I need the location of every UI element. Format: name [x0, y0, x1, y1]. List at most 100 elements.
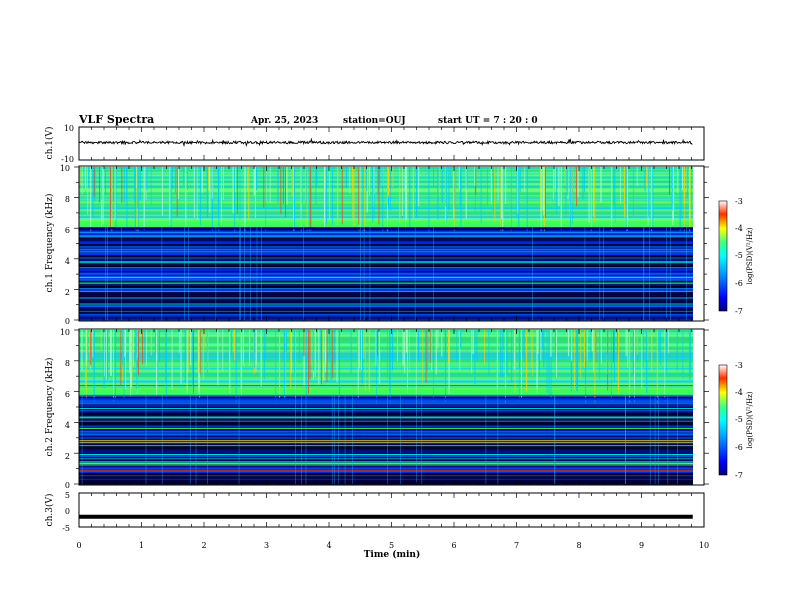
noise-floor-layer — [79, 274, 693, 277]
ch2-colorbar-label: log(PSD)(V²/Hz) — [746, 391, 754, 448]
noise-floor-layer — [79, 425, 693, 427]
noise-floor-layer — [79, 237, 693, 239]
broadband-layer — [79, 179, 693, 180]
dark-band — [79, 472, 693, 476]
broadband-layer — [79, 180, 693, 183]
noise-floor-layer — [79, 246, 693, 248]
ch1-spectrogram-ylabel: ch.1 Frequency (kHz) — [44, 194, 55, 293]
noise-floor-layer — [79, 464, 693, 467]
broadband-layer — [79, 373, 693, 375]
dark-band — [79, 298, 693, 303]
xtick-7: 7 — [514, 541, 519, 550]
dark-band — [79, 237, 693, 241]
broadband-layer — [79, 371, 693, 374]
ch1-waveform-panel: 10 -10 ch.1(V) — [44, 124, 705, 164]
ch3-ytick-mid: 0 — [65, 507, 70, 516]
broadband-layer — [79, 197, 693, 199]
dark-band — [79, 458, 693, 461]
ch1-cb-tick-7: -7 — [735, 307, 743, 316]
broadband-layer — [79, 349, 693, 352]
broadband-layer — [79, 217, 693, 218]
dark-band — [79, 443, 693, 447]
broadband-layer — [79, 202, 693, 204]
ch1-ytick-bottom: -10 — [61, 155, 74, 164]
ch3-waveform-panel: 5 0 -5 ch.3(V) — [44, 491, 705, 533]
ch2-colorbar: -3 -4 -5 -6 -7 log(PSD)(V²/Hz) — [718, 361, 754, 480]
noise-floor-layer — [79, 437, 693, 441]
time-axis: 0 1 2 3 4 5 6 7 8 9 10 Time (min) — [76, 541, 709, 560]
dark-band — [79, 244, 693, 246]
noise-floor-layer — [79, 398, 693, 401]
ch2-cb-tick-5: -5 — [735, 415, 743, 424]
ch2-spectrogram-panel: 0 2 4 6 8 10 ch.2 Frequency (kHz) — [44, 328, 709, 490]
noise-floor-layer — [79, 313, 693, 316]
dark-band — [79, 422, 693, 426]
broadband-layer — [79, 185, 693, 187]
ch1-ytick-2: 2 — [65, 288, 70, 297]
ch3-ytick-top: 5 — [65, 491, 70, 500]
dark-band — [79, 452, 693, 455]
ch3-waveform-frame — [78, 492, 705, 528]
dark-band — [79, 420, 693, 424]
broadband-layer — [79, 357, 693, 359]
broadband-layer — [79, 353, 693, 355]
xtick-9: 9 — [639, 541, 644, 550]
noise-floor-layer — [79, 236, 693, 238]
noise-floor-layer — [79, 310, 693, 313]
broadband-layer — [79, 217, 693, 220]
broadband-layer — [79, 188, 693, 191]
noise-floor-layer — [79, 400, 693, 403]
ch1-waveform-trace — [78, 137, 693, 148]
broadband-layer — [79, 174, 693, 176]
noise-floor-layer — [79, 272, 693, 274]
xtick-0: 0 — [76, 541, 81, 550]
broadband-layer — [79, 336, 693, 338]
ch1-spectrogram-panel: 0 2 4 6 8 10 ch.1 Frequency (kHz) — [44, 164, 709, 326]
dark-band — [79, 285, 693, 287]
no-data-region — [693, 330, 704, 484]
date-label: Apr. 25, 2023 — [250, 116, 318, 126]
noise-floor-layer — [79, 277, 693, 280]
broadband-layer — [79, 176, 693, 179]
broadband-layer — [79, 385, 693, 387]
dark-band — [79, 480, 693, 484]
ch1-ytick-6: 6 — [65, 226, 70, 235]
noise-floor-layer — [79, 263, 693, 264]
ch2-colorbar-gradient — [718, 364, 728, 476]
xtick-8: 8 — [576, 541, 581, 550]
ch1-cb-tick-3: -3 — [735, 197, 743, 206]
broadband-layer — [79, 343, 693, 345]
broadband-layer — [79, 171, 693, 174]
broadband-layer — [79, 333, 693, 336]
noise-floor-layer — [79, 290, 693, 293]
ch2-spectrogram-ylabel: ch.2 Frequency (kHz) — [44, 358, 55, 457]
broadband-layer — [79, 370, 693, 373]
broadband-layer — [79, 215, 693, 218]
noise-floor-layer — [79, 405, 693, 407]
noise-floor-layer — [79, 479, 693, 480]
ch1-ytick-0: 0 — [65, 317, 70, 326]
xtick-1: 1 — [139, 541, 144, 550]
noise-floor-layer — [79, 430, 693, 433]
noise-floor-layer — [79, 394, 693, 396]
noise-floor-layer — [79, 460, 693, 462]
dark-band — [79, 475, 693, 480]
broadband-layer — [79, 183, 693, 185]
noise-floor-layer — [79, 233, 693, 235]
start-time-label: start UT = 7 : 20 : 0 — [438, 116, 538, 126]
noise-floor-layer — [79, 437, 693, 439]
ch2-cb-tick-4: -4 — [735, 388, 743, 397]
noise-floor-layer — [79, 231, 693, 233]
broadband-layer — [79, 218, 693, 221]
ch1-ytick-4: 4 — [65, 257, 70, 266]
noise-floor-layer — [79, 450, 693, 452]
broadband-layer — [79, 213, 693, 215]
broadband-layer — [79, 381, 693, 383]
ch1-cb-tick-5: -5 — [735, 251, 743, 260]
broadband-layer — [79, 383, 693, 386]
broadband-layer — [79, 195, 693, 197]
ch3-ytick-bottom: -5 — [62, 524, 70, 533]
xtick-2: 2 — [201, 541, 206, 550]
ch1-ytick-8: 8 — [65, 195, 70, 204]
